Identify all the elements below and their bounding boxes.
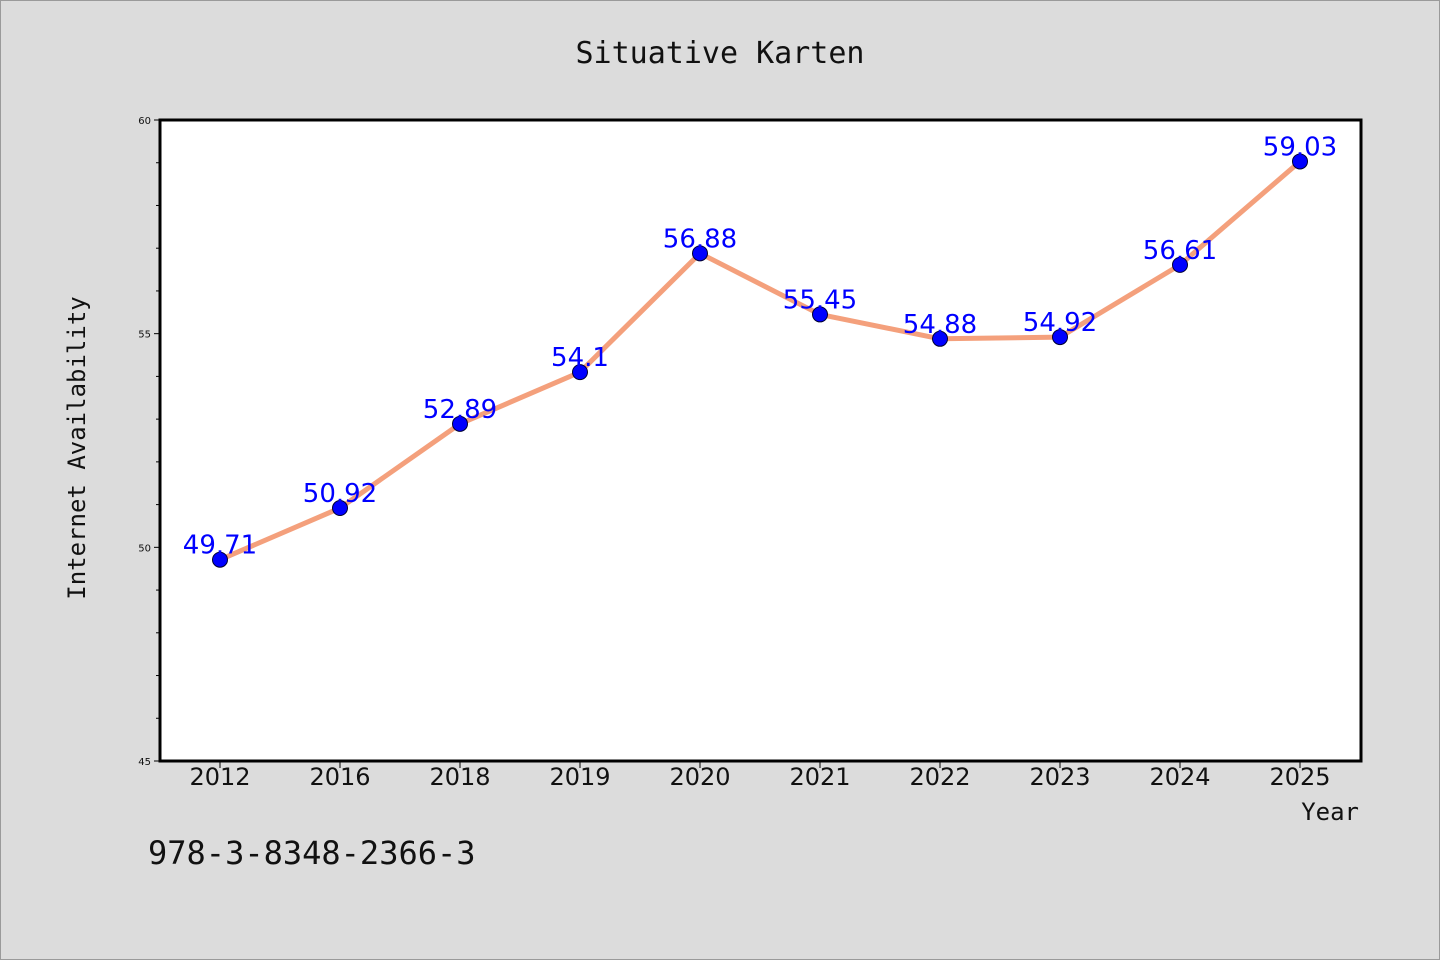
plot-area [158,118,1363,763]
data-point [1052,329,1068,346]
data-point [1292,153,1308,170]
x-tick-label: 2024 [1149,763,1210,791]
x-axis-title: Year [1301,798,1359,826]
data-point [452,415,468,432]
data-point [332,500,348,517]
data-label: 55.45 [783,285,857,315]
data-point [692,245,708,262]
x-tick-label: 2021 [789,763,850,791]
x-tick-label: 2023 [1029,763,1090,791]
y-tick-label: 45 [138,757,151,768]
data-point [1172,256,1188,273]
y-tick-label: 60 [138,116,151,127]
x-tick-label: 2018 [429,763,490,791]
y-axis: 45 50 55 60 [138,116,160,768]
data-point [212,551,228,568]
data-label: 52.89 [423,395,497,425]
data-label: 54.92 [1023,308,1097,338]
x-axis: 2012 2016 2018 2019 2020 2021 2022 2023 2024 2025 [189,761,1331,791]
y-tick-label: 50 [138,543,151,554]
x-tick-label: 2025 [1269,763,1330,791]
chart-title: Situative Karten [576,36,865,71]
y-tick-label: 55 [138,330,151,341]
data-label: 56.88 [663,224,737,254]
series-line [217,158,1303,563]
x-tick-label: 2012 [189,763,250,791]
data-label: 54.88 [903,310,977,340]
x-tick-label: 2022 [909,763,970,791]
data-label: 50.92 [303,479,377,509]
data-labels: 49.71 50.92 52.89 54.1 56.88 55.45 54.88 54.92 5… [183,132,1337,560]
x-tick-label: 2019 [549,763,610,791]
x-tick-label: 2020 [669,763,730,791]
data-label: 49.71 [183,531,257,561]
footnote-isbn: 978-3-8348-2366-3 [148,834,476,872]
series-layer [212,153,1308,568]
y-axis-title: Internet Availability [63,296,91,599]
data-point [572,364,588,381]
x-tick-label: 2016 [309,763,370,791]
data-label: 59.03 [1263,132,1337,162]
data-label: 56.61 [1143,236,1217,266]
data-label: 54.1 [551,343,609,373]
data-point [812,306,828,323]
data-point [932,330,948,347]
